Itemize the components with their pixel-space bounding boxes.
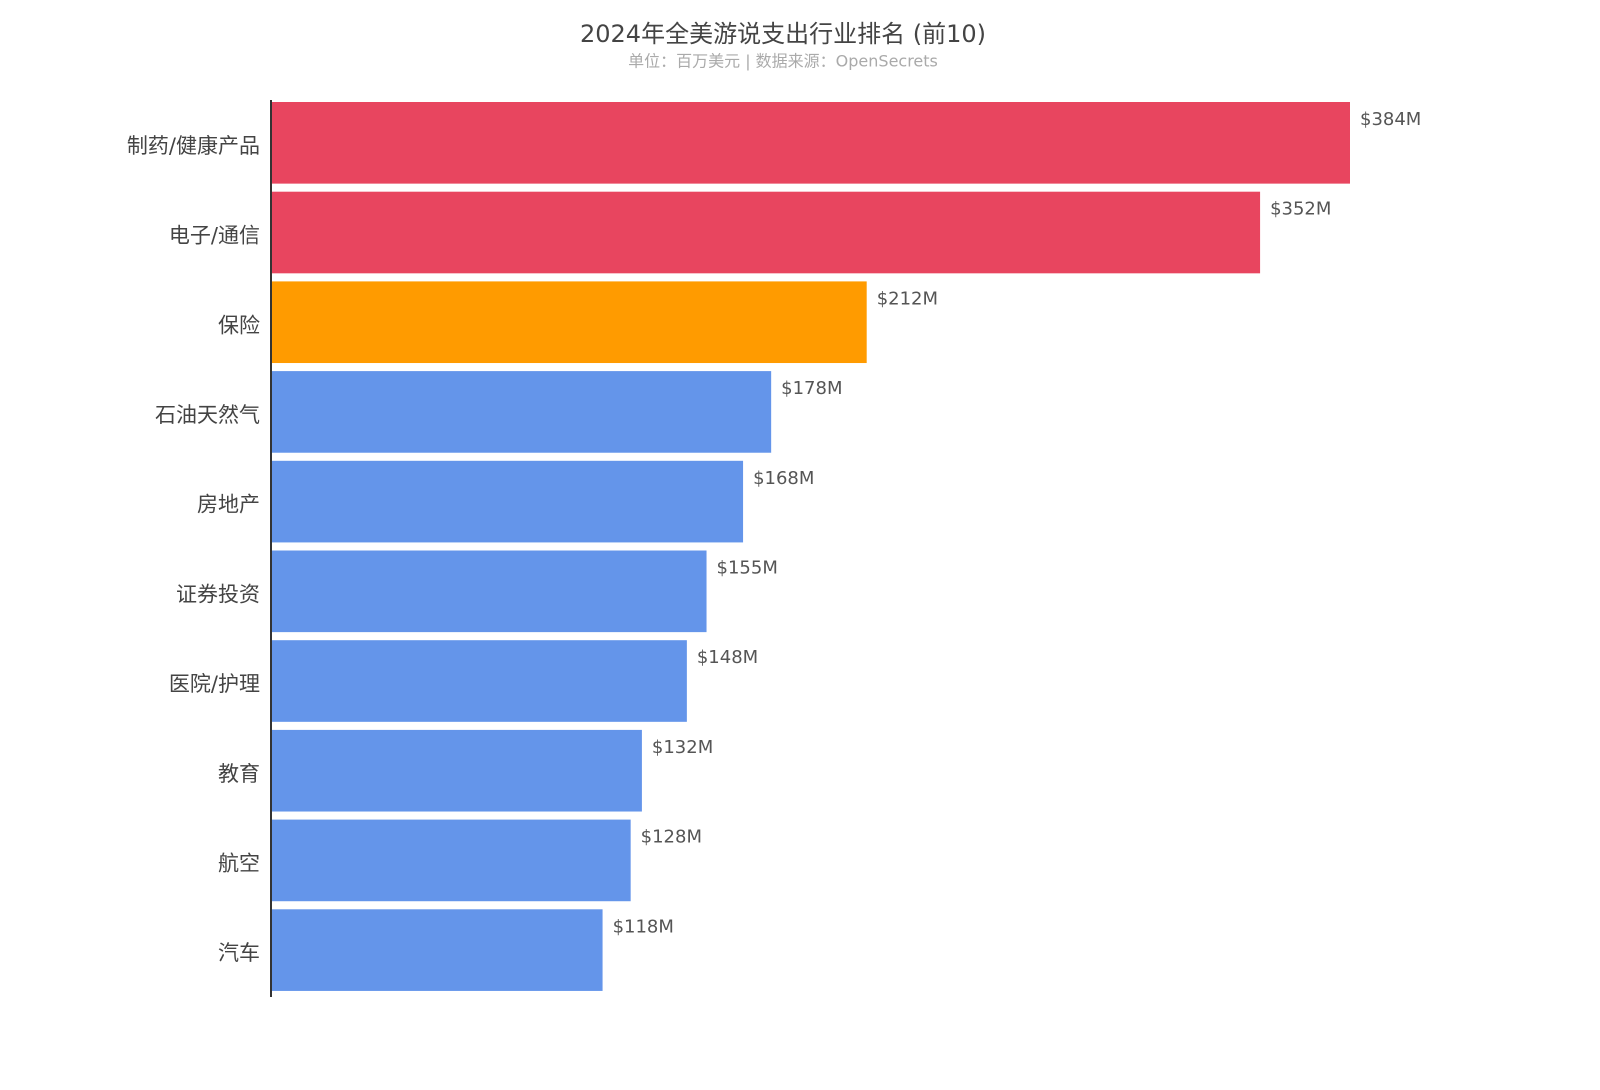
value-label: $148M bbox=[697, 647, 758, 668]
y-tick-label: 证券投资 bbox=[176, 582, 260, 606]
chart-title: 2024年全美游说支出行业排名 (前10) bbox=[580, 20, 986, 48]
value-label: $212M bbox=[877, 288, 938, 309]
y-tick-label: 房地产 bbox=[197, 493, 260, 517]
value-label: $128M bbox=[641, 827, 702, 848]
y-tick-label: 制药/健康产品 bbox=[127, 134, 260, 158]
y-tick-label: 电子/通信 bbox=[169, 224, 260, 248]
bar bbox=[271, 909, 603, 991]
bar bbox=[271, 102, 1350, 184]
bar bbox=[271, 460, 744, 543]
y-tick-label: 医院/护理 bbox=[169, 672, 260, 696]
y-tick-label: 汽车 bbox=[218, 941, 260, 965]
value-label: $155M bbox=[717, 558, 778, 579]
bar bbox=[271, 640, 687, 722]
value-label: $384M bbox=[1360, 109, 1421, 130]
bar bbox=[271, 371, 772, 453]
value-label: $352M bbox=[1270, 199, 1331, 220]
bar bbox=[271, 191, 1261, 274]
y-tick-label: 石油天然气 bbox=[155, 403, 260, 427]
value-label: $132M bbox=[652, 737, 713, 758]
y-tick-label: 教育 bbox=[218, 762, 260, 786]
value-label: $178M bbox=[781, 378, 842, 399]
bar bbox=[271, 819, 631, 902]
bar bbox=[271, 281, 867, 364]
bar bbox=[271, 729, 642, 812]
y-tick-label: 航空 bbox=[218, 851, 260, 875]
bar bbox=[271, 550, 707, 633]
chart-subtitle: 单位：百万美元 | 数据来源：OpenSecrets bbox=[628, 52, 938, 71]
value-label: $118M bbox=[613, 916, 674, 937]
value-label: $168M bbox=[753, 468, 814, 489]
y-tick-label: 保险 bbox=[218, 313, 260, 337]
